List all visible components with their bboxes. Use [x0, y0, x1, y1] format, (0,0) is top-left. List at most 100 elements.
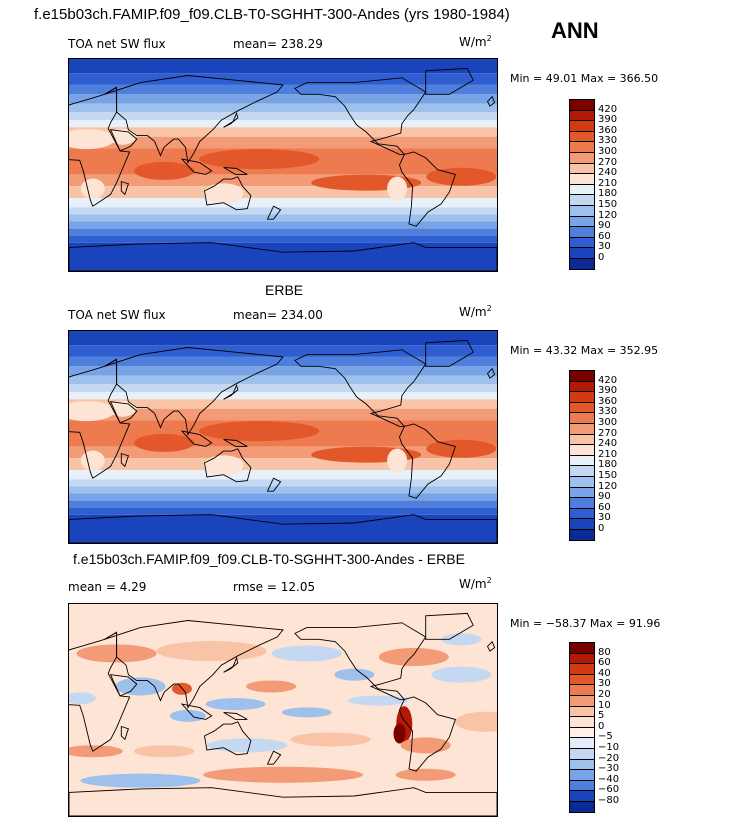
difference-region: [207, 738, 288, 753]
panel3-mean: mean = 4.29: [68, 580, 147, 594]
coastline: [223, 711, 248, 720]
colorbar-swatch: [569, 529, 595, 541]
colorbar-level-label: 360: [598, 124, 618, 136]
colorbar-swatch: [569, 412, 595, 423]
coastline: [399, 696, 456, 772]
colorbar-level-label: 390: [598, 114, 618, 126]
coastline: [399, 423, 456, 499]
contour-band: [69, 486, 497, 494]
colorbar-swatch: [569, 109, 595, 121]
coastline: [294, 77, 427, 155]
colorbar-level-label: −5: [598, 731, 613, 743]
panel1-map: [68, 58, 498, 272]
coastline: [120, 452, 129, 468]
colorbar-level-label: 180: [598, 188, 618, 200]
coastline: [266, 750, 282, 765]
contour-band: [69, 500, 497, 508]
stratocu-region: [387, 176, 408, 201]
colorbar-level-label: 300: [598, 146, 618, 157]
coastline: [294, 622, 427, 700]
colorbar-level-label: −20: [598, 752, 620, 764]
coastline: [266, 205, 282, 220]
atlantic-region: [426, 439, 497, 458]
indian-ocean-region: [134, 433, 195, 452]
difference-region: [455, 711, 497, 732]
colorbar-level-label: 0: [598, 252, 605, 263]
coastline: [486, 95, 496, 107]
namibia-region: [80, 450, 105, 471]
contour-band: [69, 366, 497, 376]
contour-band: [69, 331, 497, 346]
contour-band: [69, 228, 497, 236]
contour-band: [69, 221, 497, 229]
contour-band: [69, 446, 497, 459]
colorbar-level-label: 20: [598, 689, 611, 700]
colorbar-swatch: [569, 120, 595, 131]
contour-band: [69, 392, 497, 400]
colorbar-level-label: 30: [598, 678, 611, 690]
panel3-rmse: rmse = 12.05: [233, 580, 316, 594]
figure-title: f.e15b03ch.FAMIP.f09_f09.CLB-T0-SGHHT-30…: [34, 6, 510, 23]
colorbar-swatch: [569, 726, 595, 738]
panel2-mean: mean= 234.00: [233, 308, 323, 322]
panel2-colorbar: 420 390 360 330 300 270 240 210 180 150 120 90 60 30 0: [569, 370, 639, 541]
season-label: ANN: [551, 18, 599, 43]
difference-region: [69, 745, 123, 758]
colorbar-swatch: [569, 769, 595, 780]
difference-region: [205, 698, 266, 711]
colorbar-level-label: 120: [598, 480, 618, 492]
coastline: [180, 430, 213, 447]
colorbar-level-label: 90: [598, 491, 611, 503]
coastline: [223, 166, 248, 175]
colorbar-swatch: [569, 454, 595, 466]
coastlines: [69, 67, 497, 271]
colorbar-level-label: 80: [598, 646, 611, 658]
coastline: [425, 67, 474, 95]
contour-band: [69, 207, 497, 215]
difference-region: [431, 666, 492, 683]
colorbar-swatch: [569, 716, 595, 727]
coastline: [69, 787, 497, 816]
colorbar-swatch: [569, 695, 595, 706]
colorbar-swatch: [569, 737, 595, 748]
colorbar-swatch: [569, 518, 595, 529]
contour-band: [69, 214, 497, 222]
colorbar-swatch: [569, 779, 595, 791]
coastline: [266, 477, 282, 492]
coastline: [425, 339, 474, 367]
coastline: [180, 158, 213, 175]
difference-region: [378, 648, 449, 666]
colorbar-level-label: 330: [598, 135, 618, 147]
colorbar-level-label: 300: [598, 417, 618, 428]
colorbar-level-label: 40: [598, 667, 611, 679]
sahara-region: [69, 401, 115, 422]
colorbar-level-label: 10: [598, 699, 611, 711]
contour-band: [69, 103, 497, 112]
colorbar-level-label: 150: [598, 470, 618, 481]
colorbar-level-label: −60: [598, 784, 620, 796]
colorbar-swatch: [569, 391, 595, 402]
coastline: [69, 242, 497, 271]
contour-band: [69, 112, 497, 121]
panel2-title: ERBE: [265, 282, 304, 298]
contour-band: [69, 84, 497, 95]
panel1-units: W/m2: [459, 34, 492, 49]
atlantic-region: [426, 167, 497, 186]
colorbar-swatch: [569, 444, 595, 455]
colorbar-swatch: [569, 684, 595, 695]
colorbar-level-label: −80: [598, 795, 620, 806]
colorbar-swatch: [569, 673, 595, 685]
contour-band: [69, 479, 497, 487]
colorbar-level-label: 240: [598, 438, 618, 450]
coastlines: [69, 339, 497, 543]
panel3-minmax: Min = −58.37 Max = 91.96: [510, 617, 661, 630]
difference-region: [393, 723, 406, 744]
coastlines: [69, 612, 497, 816]
difference-region: [271, 645, 342, 662]
contour-band: [69, 399, 497, 409]
colorbar-level-label: −10: [598, 742, 620, 753]
difference-region: [134, 745, 195, 758]
colorbar-swatch: [569, 380, 595, 392]
colorbar-level-label: 150: [598, 199, 618, 210]
panel1-colorbar: 420 390 360 330 300 270 240 210 180 150 120 90 60 30 0: [569, 99, 639, 270]
